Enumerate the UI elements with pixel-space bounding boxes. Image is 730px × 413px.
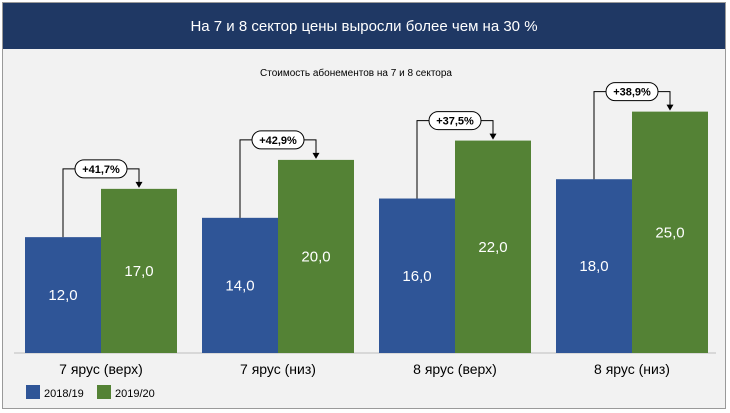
data-label: 12,0: [48, 287, 77, 304]
category-label: 8 ярус (низ): [594, 361, 670, 377]
bar-2019-20: [278, 159, 354, 353]
growth-annotation: +42,9%: [259, 135, 297, 147]
growth-badge: [74, 159, 128, 179]
bar-2019-20: [455, 140, 531, 353]
category-label: 7 ярус (верх): [59, 361, 143, 377]
bar-2018-19: [202, 217, 278, 353]
bar-2018-19: [556, 179, 632, 353]
bar-2019-20: [101, 188, 177, 353]
data-label: 22,0: [478, 239, 507, 256]
legend-swatch: [97, 385, 111, 399]
growth-badge: [428, 111, 482, 131]
data-label: 18,0: [579, 258, 608, 275]
growth-arrow-icon: [135, 181, 143, 188]
chart-subtitle: Стоимость абонементов на 7 и 8 сектора: [260, 67, 452, 79]
growth-annotation: +38,9%: [613, 87, 651, 99]
category-label: 7 ярус (низ): [240, 361, 316, 377]
data-label: 20,0: [301, 248, 330, 265]
growth-arrow-icon: [489, 133, 497, 140]
data-label: 17,0: [124, 263, 153, 280]
data-label: 16,0: [402, 268, 431, 285]
legend-label: 2018/19: [44, 388, 84, 400]
growth-annotation: +37,5%: [436, 116, 474, 128]
bar-2018-19: [379, 198, 455, 353]
data-label: 14,0: [225, 277, 254, 294]
data-label: 25,0: [655, 224, 684, 241]
category-label: 8 ярус (верх): [413, 361, 497, 377]
legend-label: 2019/20: [115, 388, 155, 400]
header-title: На 7 и 8 сектор цены выросли более чем н…: [3, 3, 725, 49]
legend-swatch: [26, 385, 40, 399]
growth-badge: [251, 130, 305, 150]
growth-annotation: +41,7%: [82, 164, 120, 176]
growth-badge: [605, 82, 659, 102]
bar-2018-19: [25, 237, 101, 353]
growth-arrow-icon: [666, 104, 674, 111]
growth-arrow-icon: [312, 152, 320, 159]
bar-2019-20: [632, 111, 708, 353]
